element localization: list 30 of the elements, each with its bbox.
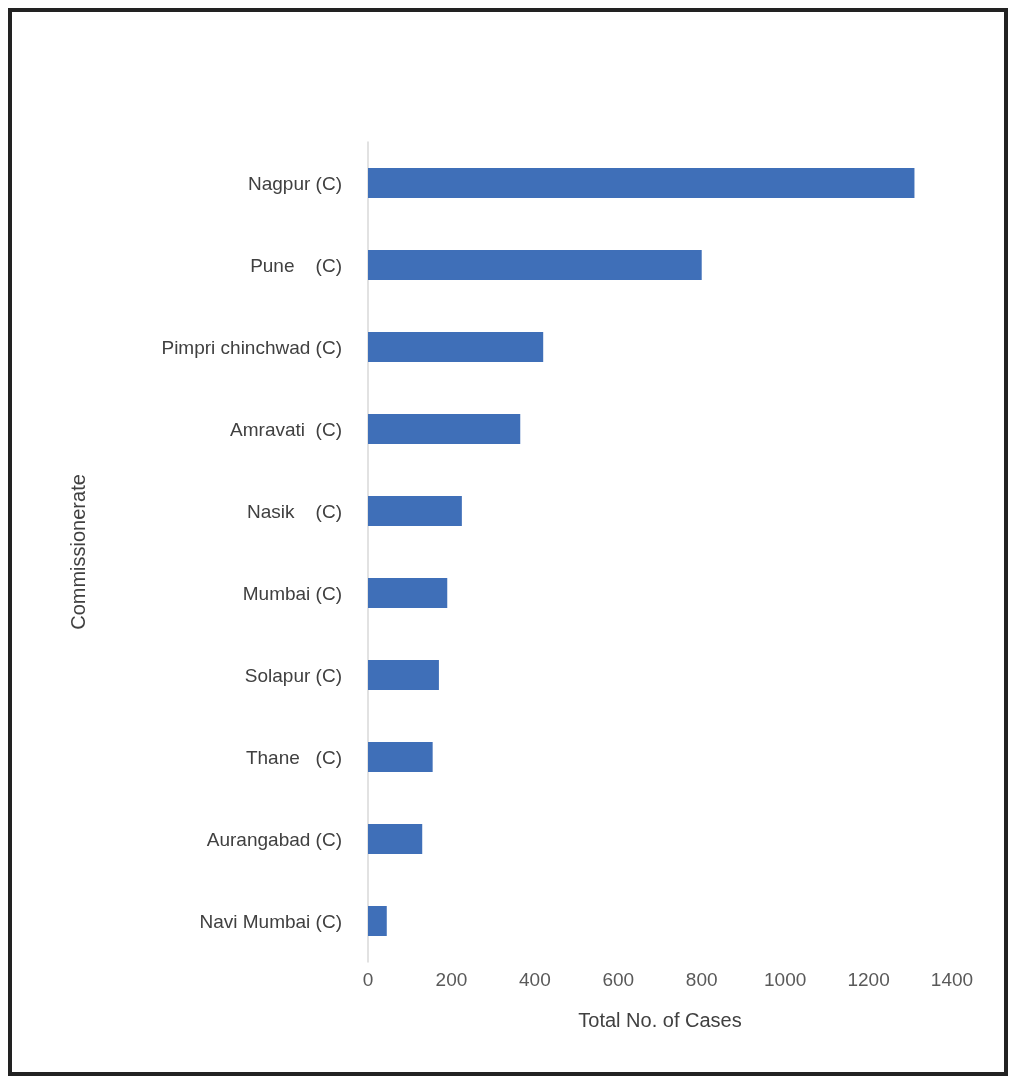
bar [368,578,448,608]
bar [368,332,544,362]
y-tick-label: Navi Mumbai (C) [199,910,342,932]
y-tick-label: Pimpri chinchwad (C) [161,336,342,358]
y-tick-label: Thane (C) [245,746,342,768]
bar [368,250,702,280]
y-tick-label: Nasik (C) [247,500,342,522]
y-tick-label: Nagpur (C) [248,172,342,194]
x-tick-label: 600 [602,969,635,990]
x-tick-label: 200 [435,969,468,990]
y-tick-label: Aurangabad (C) [206,828,342,850]
bar [368,168,915,198]
y-tick-label: Amravati (C) [230,418,342,440]
y-axis-title: Commissionerate [67,474,89,630]
bar [368,824,423,854]
y-tick-label: Solapur (C) [244,664,342,686]
x-tick-label: 800 [685,969,718,990]
y-tick-label: Mumbai (C) [242,582,342,604]
bar [368,660,439,690]
x-tick-label: 1400 [930,969,974,990]
x-axis-title: Total No. of Cases [578,1009,742,1031]
x-tick-label: 400 [519,969,551,990]
bar [368,414,521,444]
bar [368,742,433,772]
x-tick-label: 1000 [764,969,807,990]
x-tick-label: 0 [362,969,374,990]
y-tick-label: Pune (C) [250,254,342,276]
bar [368,906,387,936]
bar [368,496,462,526]
x-tick-label: 1200 [847,969,890,990]
